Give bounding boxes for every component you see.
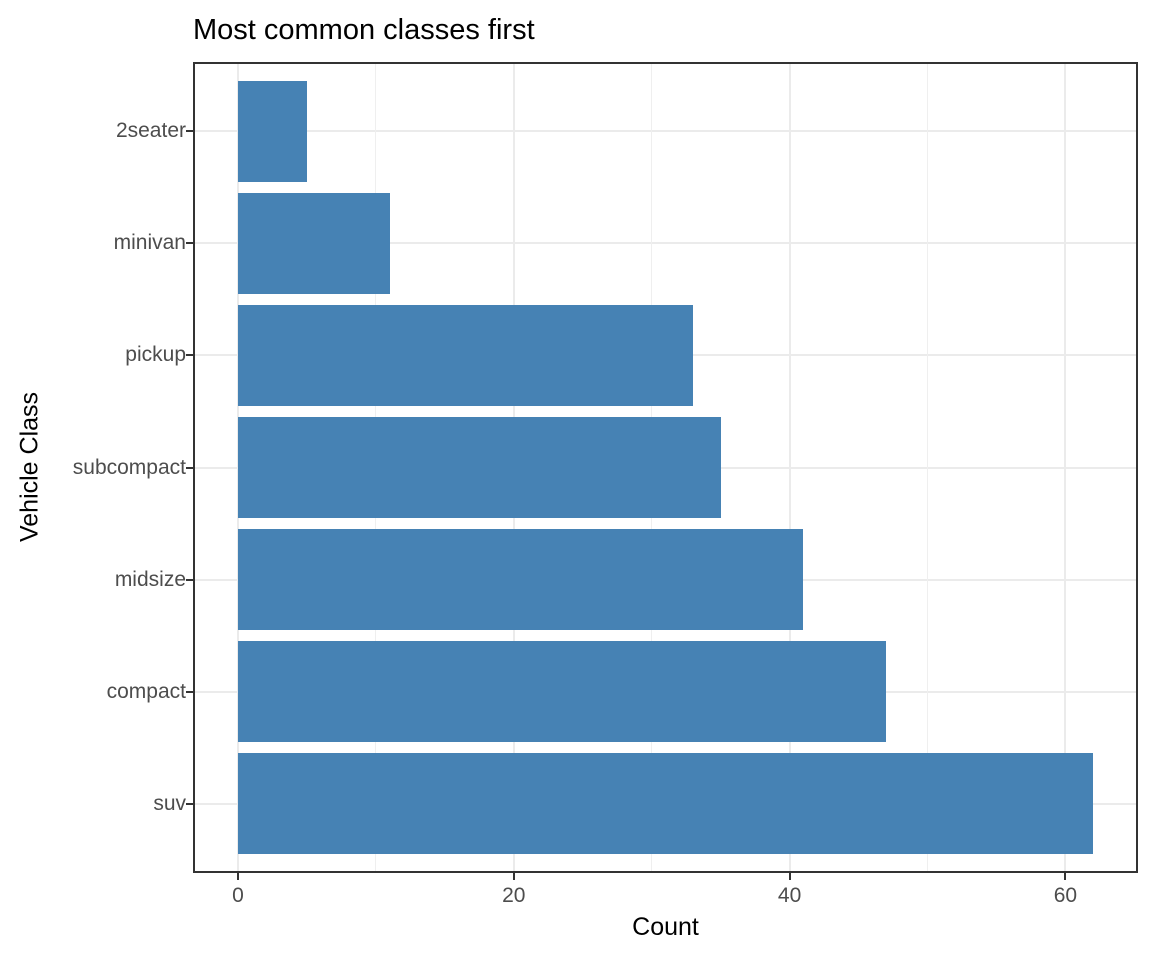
- y-tick-label: midsize: [114, 567, 186, 591]
- bar-compact: [238, 641, 886, 742]
- y-tick-label: subcompact: [72, 455, 186, 479]
- y-tick-mark: [186, 802, 193, 805]
- plot-panel: [193, 62, 1138, 873]
- x-axis-title: Count: [632, 913, 699, 941]
- y-tick-mark: [186, 690, 193, 693]
- y-tick-mark: [186, 130, 193, 133]
- bar-pickup: [238, 305, 693, 406]
- y-tick-mark: [186, 466, 193, 469]
- y-axis-title: Vehicle Class: [15, 391, 44, 543]
- gridline-vertical-minor: [927, 64, 929, 871]
- gridline-horizontal: [195, 130, 1136, 133]
- bar-subcompact: [238, 417, 721, 518]
- bar-suv: [238, 753, 1093, 854]
- x-tick-label: 0: [232, 884, 244, 907]
- gridline-horizontal: [195, 242, 1136, 245]
- y-tick-mark: [186, 578, 193, 581]
- x-tick-mark: [237, 873, 239, 880]
- x-tick-mark: [512, 873, 515, 880]
- y-tick-mark: [186, 242, 193, 245]
- y-tick-label: compact: [106, 679, 186, 703]
- gridline-vertical-major: [1064, 64, 1067, 871]
- y-tick-label: pickup: [125, 343, 186, 367]
- bar-midsize: [238, 529, 803, 630]
- x-tick-label: 40: [777, 884, 802, 907]
- x-tick-label: 60: [1053, 884, 1078, 907]
- chart-title: Most common classes first: [193, 14, 535, 46]
- y-tick-label: suv: [153, 791, 186, 815]
- bar-2seater: [238, 81, 307, 182]
- x-tick-mark: [788, 873, 791, 880]
- y-tick-mark: [186, 354, 193, 357]
- bar-minivan: [238, 193, 390, 294]
- y-tick-label: 2seater: [115, 119, 186, 143]
- y-tick-label: minivan: [113, 231, 186, 255]
- x-tick-label: 20: [502, 884, 526, 907]
- gridline-vertical-major: [788, 64, 791, 871]
- x-tick-mark: [1064, 873, 1067, 880]
